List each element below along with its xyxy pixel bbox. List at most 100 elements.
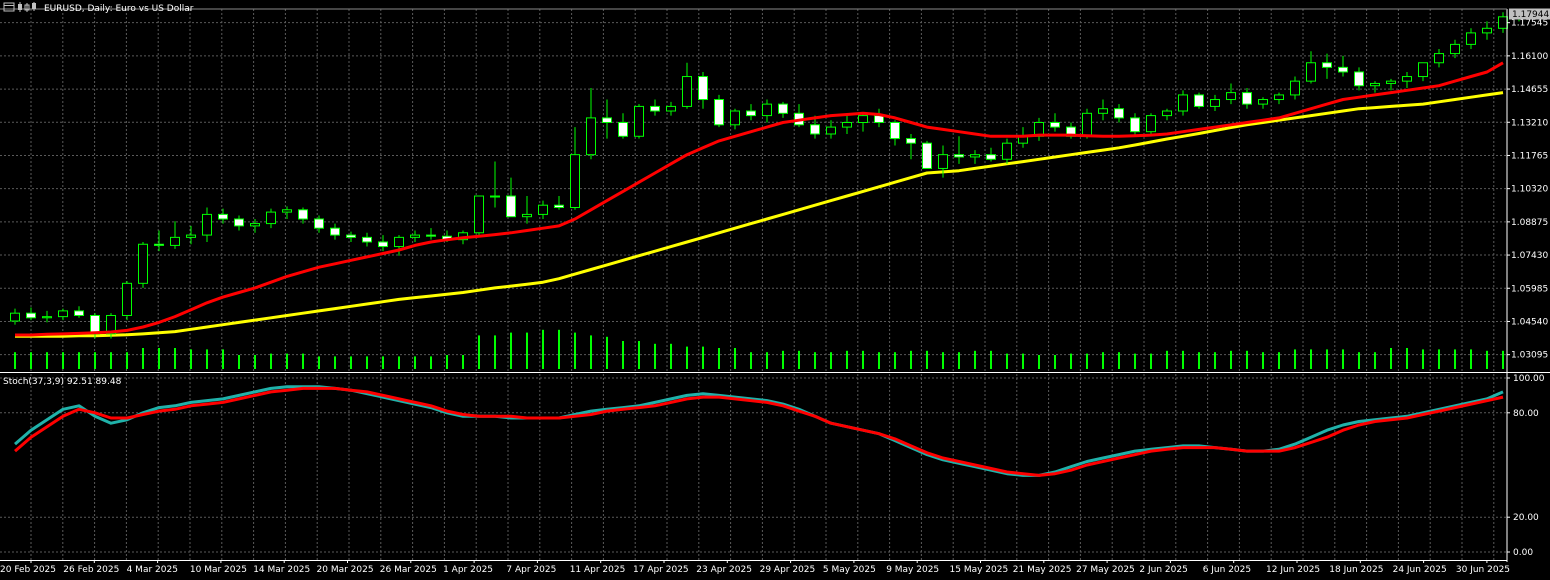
candle-bull (586, 117, 596, 156)
price-tick-label: 1.17545 (1511, 19, 1548, 29)
candle-bear (890, 121, 900, 140)
time-tick-label: 5 May 2025 (823, 565, 876, 575)
candle-bull (186, 234, 196, 238)
price-tick-label: 1.14655 (1511, 85, 1548, 95)
candle-bull (170, 236, 180, 246)
candle-bear (906, 138, 916, 144)
price-tick-label: 1.03095 (1511, 351, 1548, 361)
time-tick-label: 6 Jun 2025 (1203, 565, 1251, 575)
candle-type-icon[interactable] (18, 2, 36, 12)
candle-bull (1098, 108, 1108, 114)
candle-bull (266, 211, 276, 225)
candle-bear (1194, 94, 1204, 107)
candle-bull (490, 195, 500, 198)
candle-bull (634, 105, 644, 137)
time-tick-label: 2 Jun 2025 (1139, 565, 1187, 575)
candle-bull (1290, 80, 1300, 96)
candle-bull (970, 154, 980, 158)
current-price-label: 1.17944 (1512, 10, 1549, 20)
time-tick-label: 26 Feb 2025 (63, 565, 119, 575)
candle-bear (74, 310, 84, 316)
price-tick-label: 1.10320 (1511, 185, 1548, 195)
candle-bull (122, 282, 132, 316)
time-tick-label: 17 Apr 2025 (633, 565, 689, 575)
current-price-box (1509, 8, 1550, 20)
ma-slow-layer (15, 91, 1504, 338)
time-tick-label: 20 Mar 2025 (317, 565, 374, 575)
candle-bear (1338, 66, 1348, 73)
candle-bear (330, 227, 340, 236)
time-tick-label: 29 Apr 2025 (760, 565, 816, 575)
candle-bear (554, 204, 564, 209)
candle-bear (1130, 117, 1140, 133)
time-tick-label: 10 Mar 2025 (190, 565, 247, 575)
candle-bull (1402, 76, 1412, 82)
candle-bull (1306, 62, 1316, 82)
price-axis: 1.17545 1.16100 1.14655 1.13210 1.11765 1.103… (1507, 19, 1548, 361)
candle-bull (1466, 32, 1476, 45)
ma-slow-line (15, 91, 1504, 338)
window-icon[interactable] (3, 2, 15, 12)
time-tick-label: 12 Jun 2025 (1266, 565, 1320, 575)
time-tick-label: 11 Apr 2025 (570, 565, 626, 575)
candle-bear (1322, 62, 1332, 68)
time-tick-label: 21 May 2025 (1013, 565, 1072, 575)
candle-bull (762, 103, 772, 117)
candle-bull (1162, 110, 1172, 117)
price-tick-label: 1.07430 (1511, 251, 1548, 261)
stoch-tick-label: 0.00 (1513, 548, 1533, 558)
current-price-tag: 1.17944 (1509, 8, 1550, 20)
candle-bull (1274, 94, 1284, 101)
candle-bull (730, 110, 740, 126)
candle-bear (426, 234, 436, 237)
candle-bear (378, 241, 388, 248)
candle-bull (666, 105, 676, 112)
candle-bull (1146, 115, 1156, 133)
candle-bear (1114, 108, 1124, 119)
ma-fast-line (15, 61, 1504, 337)
time-tick-label: 26 Mar 2025 (380, 565, 437, 575)
time-tick-label: 14 Mar 2025 (253, 565, 310, 575)
volume-bars (14, 329, 1504, 369)
time-tick-label: 4 Mar 2025 (127, 565, 178, 575)
candle-bear (506, 195, 516, 218)
candle-bear (346, 234, 356, 238)
candle-bear (234, 218, 244, 227)
candle-bear (650, 105, 660, 112)
stoch-tick-label: 20.00 (1513, 513, 1539, 523)
stoch-label: Stoch(37,3,9) 92.51 89.48 (3, 377, 122, 387)
candle-bear (1354, 71, 1364, 87)
candle-bull (10, 312, 20, 322)
candle-bear (698, 76, 708, 101)
candle-bull (538, 204, 548, 215)
candle-bull (1370, 82, 1380, 87)
candle-bull (282, 209, 292, 213)
candle-bear (26, 312, 36, 319)
time-tick-label: 9 May 2025 (886, 565, 939, 575)
time-tick-label: 23 Apr 2025 (696, 565, 752, 575)
price-tick-label: 1.11765 (1511, 151, 1548, 161)
candle-bull (1498, 16, 1508, 29)
candle-bear (746, 110, 756, 117)
candle-bull (1434, 53, 1444, 64)
candle-bear (314, 218, 324, 229)
candle-bull (394, 236, 404, 248)
time-tick-label: 20 Feb 2025 (0, 565, 56, 575)
grid-lines (0, 9, 1507, 560)
candle-bull (1226, 92, 1236, 101)
candle-bull (106, 314, 116, 335)
candle-bull (138, 243, 148, 284)
time-tick-label: 18 Jun 2025 (1329, 565, 1383, 575)
time-tick-label: 15 May 2025 (950, 565, 1009, 575)
time-tick-label: 1 Apr 2025 (443, 565, 493, 575)
stoch-tick-label: 80.00 (1513, 409, 1539, 419)
price-tick-label: 1.13210 (1511, 118, 1548, 128)
candle-bear (1242, 92, 1252, 105)
candle-bull (1082, 112, 1092, 137)
price-tick-label: 1.16100 (1511, 52, 1548, 62)
candle-bull (826, 126, 836, 135)
price-tick-label: 1.04540 (1511, 317, 1548, 327)
candle-bull (1482, 27, 1492, 34)
